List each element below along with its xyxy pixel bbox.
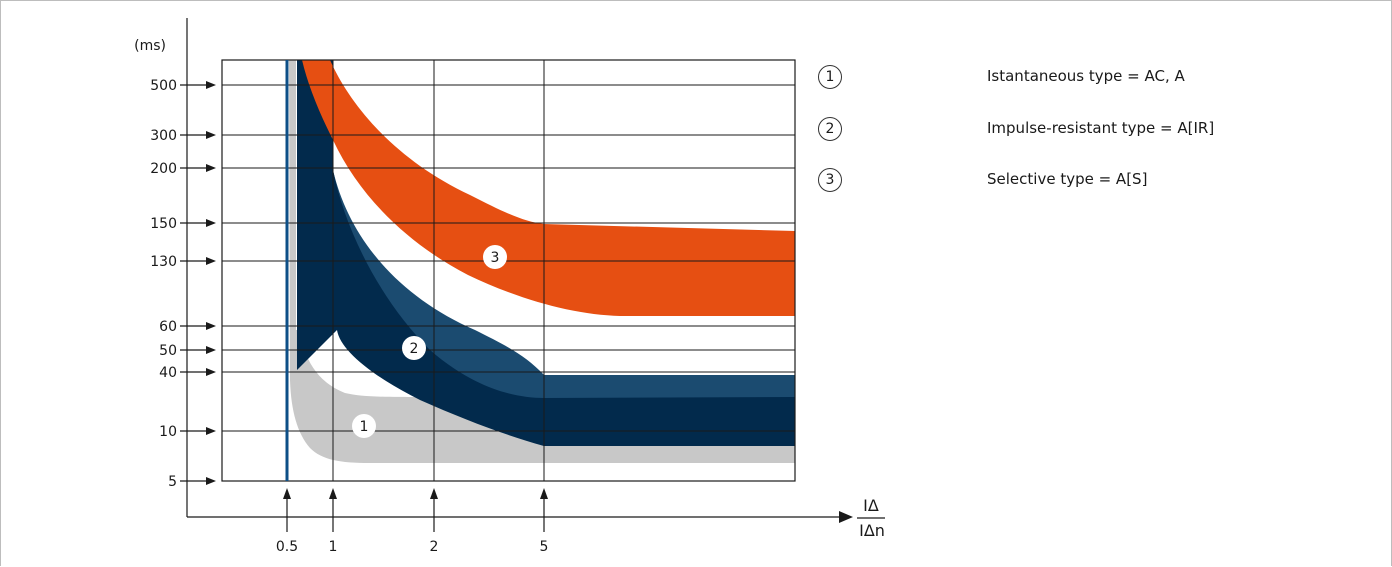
x-tick-arrowhead-5	[540, 488, 548, 499]
x-tick-label: 0.5	[276, 539, 298, 555]
y-tick-label: 10	[159, 424, 177, 440]
x-tick-arrowhead-1	[329, 488, 337, 499]
legend-label: Selective type = A[S]	[987, 170, 1148, 188]
band-gap	[296, 60, 297, 330]
band-marker-label: 1	[360, 419, 369, 435]
legend-item: 1	[818, 62, 842, 92]
legend-item: 3	[818, 165, 842, 195]
x-axis-label-numerator: IΔ	[863, 496, 879, 515]
x-tick-arrowhead-2	[430, 488, 438, 499]
y-tick-label: 500	[150, 78, 177, 94]
x-tick-label: 2	[430, 539, 439, 555]
legend-label: Impulse-resistant type = A[IR]	[987, 119, 1215, 137]
y-tick-label: 200	[150, 161, 177, 177]
x-axis-arrowhead	[839, 511, 853, 523]
y-tick-label: 150	[150, 216, 177, 232]
y-tick-arrowhead-10	[206, 427, 216, 435]
band-marker-1	[352, 414, 376, 438]
band-marker-label: 2	[410, 341, 419, 357]
band-3	[302, 60, 795, 316]
y-tick-arrowhead-130	[206, 257, 216, 265]
y-tick-arrowhead-200	[206, 164, 216, 172]
y-tick-arrowhead-500	[206, 81, 216, 89]
y-tick-arrowhead-50	[206, 346, 216, 354]
legend-label: Istantaneous type = AC, A	[987, 67, 1185, 85]
y-tick-arrowhead-300	[206, 131, 216, 139]
y-tick-label: 5	[168, 474, 177, 490]
x-tick-label: 5	[540, 539, 549, 555]
legend-number: 2	[818, 117, 842, 141]
x-tick-arrowhead-0.5	[283, 488, 291, 499]
y-tick-label: 60	[159, 319, 177, 335]
band-marker-2	[402, 336, 426, 360]
y-tick-label: 50	[159, 343, 177, 359]
y-axis-label: (ms)	[134, 38, 166, 54]
y-tick-label: 40	[159, 365, 177, 381]
x-tick-label: 1	[329, 539, 338, 555]
y-tick-label: 130	[150, 254, 177, 270]
y-tick-label: 300	[150, 128, 177, 144]
x-axis-label-denominator: IΔn	[859, 521, 885, 540]
band-marker-3	[483, 245, 507, 269]
legend-number: 3	[818, 168, 842, 192]
y-tick-arrowhead-150	[206, 219, 216, 227]
legend-item: 2	[818, 114, 842, 144]
band-marker-label: 3	[491, 250, 500, 266]
legend-number: 1	[818, 65, 842, 89]
y-tick-arrowhead-40	[206, 368, 216, 376]
y-tick-arrowhead-5	[206, 477, 216, 485]
y-tick-arrowhead-60	[206, 322, 216, 330]
